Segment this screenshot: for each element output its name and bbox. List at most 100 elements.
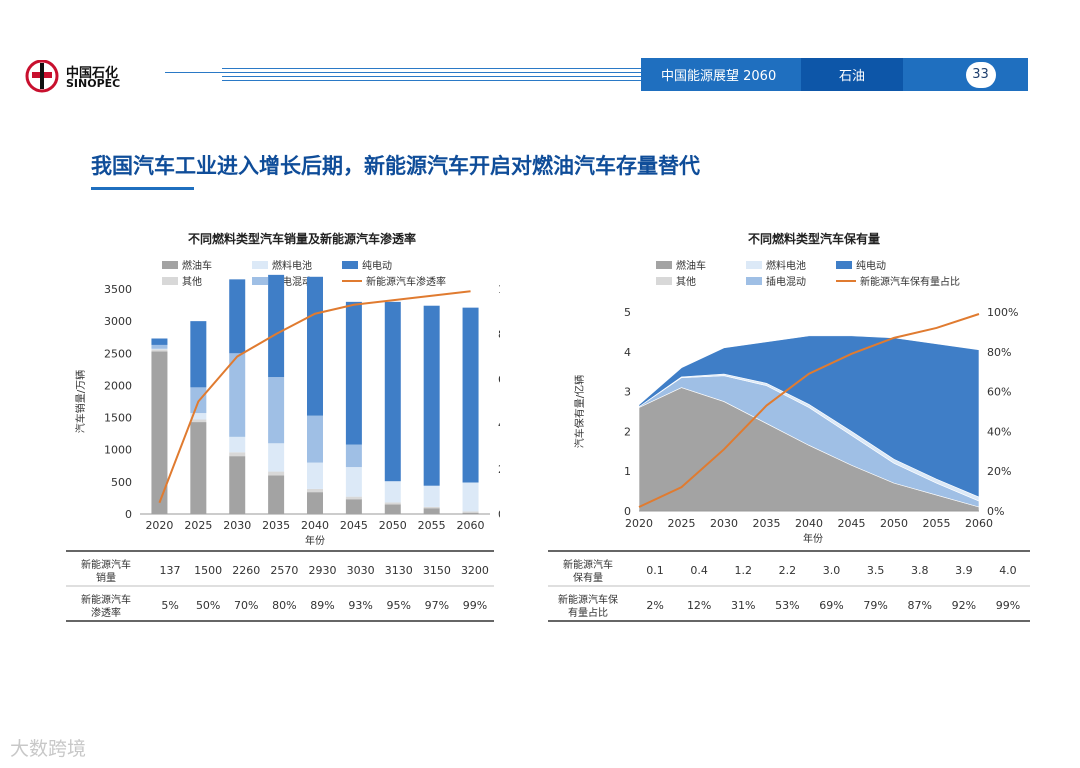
table-cell: 5% <box>161 599 178 612</box>
legend-label: 燃油车 <box>182 259 212 272</box>
y2-tick-label: 80% <box>987 346 1011 359</box>
y-tick-label: 1500 <box>104 412 132 425</box>
legend-label: 插电混动 <box>766 275 806 288</box>
bar-燃油车 <box>345 499 362 514</box>
table-cell: 3.8 <box>911 564 929 577</box>
bar-燃料电池 <box>229 436 246 453</box>
table-cell: 80% <box>272 599 296 612</box>
x-tick-label: 2055 <box>923 517 951 530</box>
x-tick-label: 2055 <box>418 519 446 532</box>
y2-tick-label: 40% <box>498 418 500 431</box>
y-tick-label: 4 <box>624 346 631 359</box>
bar-纯电动 <box>345 301 362 445</box>
legend-swatch <box>252 261 268 269</box>
legend-swatch <box>162 261 178 269</box>
x-tick-label: 2025 <box>184 519 212 532</box>
x-axis-title: 年份 <box>803 532 823 545</box>
y2-tick-label: 100% <box>987 306 1018 319</box>
section-tab[interactable]: 石油 <box>801 58 903 91</box>
table-cell: 93% <box>348 599 372 612</box>
y-axis-title: 汽车保有量/亿辆 <box>573 375 586 448</box>
y-tick-label: 0 <box>624 505 631 518</box>
chart-title: 不同燃料类型汽车销量及新能源汽车渗透率 <box>188 231 416 246</box>
y2-tick-label: 60% <box>498 373 500 386</box>
legend-swatch <box>162 277 178 285</box>
penetration-line <box>158 290 471 504</box>
table-row-label: 销量 <box>96 571 116 584</box>
line-series <box>638 313 980 508</box>
title-underline <box>91 187 194 190</box>
report-title-label: 中国能源展望 2060 <box>661 69 777 84</box>
table-row-label: 新能源汽车保 <box>558 593 618 606</box>
table-cell: 2.2 <box>779 564 797 577</box>
table-cell: 95% <box>386 599 410 612</box>
x-tick-label: 2025 <box>668 517 696 530</box>
header-rule <box>222 68 641 69</box>
table-cell: 87% <box>907 599 931 612</box>
table-row-label: 新能源汽车 <box>81 593 131 606</box>
y-tick-label: 2500 <box>104 347 132 360</box>
table-cell: 2% <box>646 599 663 612</box>
bar-纯电动 <box>423 305 440 486</box>
table-cell: 3.0 <box>823 564 841 577</box>
x-tick-label: 2035 <box>262 519 290 532</box>
bar-燃料电池 <box>190 413 207 420</box>
x-tick-label: 2060 <box>457 519 485 532</box>
header-rule <box>222 76 641 77</box>
table-cell: 3.9 <box>955 564 973 577</box>
legend-label: 新能源汽车保有量占比 <box>860 275 960 288</box>
y-tick-label: 3 <box>624 386 631 399</box>
bar-纯电动 <box>307 276 323 416</box>
page-number-badge: 33 <box>965 61 996 88</box>
table-cell: 89% <box>310 599 334 612</box>
legend-label: 燃油车 <box>676 259 706 272</box>
chart-axes: 汽车保有量/亿辆 0 1 2 3 4 5 0% 20% 40% 60% 80% 100% 2020 2025… <box>573 306 1018 545</box>
y-axis-title: 汽车销量/万辆 <box>74 370 87 433</box>
data-table: 新能源汽车保有量 0.1 0.4 1.2 2.2 3.0 3.5 3.8 3.9 4.0 新能源汽车… <box>548 550 1030 622</box>
bar-插电混动 <box>229 353 246 437</box>
bar-燃油车 <box>384 504 401 514</box>
table-row-label: 保有量 <box>573 571 603 584</box>
report-title-tab[interactable]: 中国能源展望 2060 <box>641 58 801 91</box>
y2-tick-label: 40% <box>987 425 1011 438</box>
table-cell: 3130 <box>385 564 413 577</box>
y-tick-label: 1 <box>624 465 631 478</box>
table-cell: 99% <box>463 599 487 612</box>
bar-燃油车 <box>268 475 285 514</box>
legend-label: 燃料电池 <box>766 259 806 272</box>
table-row-label: 渗透率 <box>91 606 121 619</box>
y2-tick-label: 80% <box>498 328 500 341</box>
bar-纯电动 <box>462 307 479 483</box>
x-tick-label: 2045 <box>340 519 368 532</box>
table-cell: 53% <box>775 599 799 612</box>
bar-燃油车 <box>151 351 168 514</box>
x-tick-label: 2040 <box>795 517 823 530</box>
y2-tick-label: 60% <box>987 386 1011 399</box>
y-tick-label: 2000 <box>104 379 132 392</box>
bar-其他 <box>462 511 479 513</box>
legend-label: 其他 <box>182 275 202 288</box>
x-tick-label: 2060 <box>965 517 993 530</box>
share-line <box>638 313 980 508</box>
legend-swatch <box>656 261 672 269</box>
bar-插电混动 <box>307 415 323 463</box>
bar-插电混动 <box>268 377 285 444</box>
table-cell: 2260 <box>232 564 260 577</box>
table-cell: 0.4 <box>690 564 708 577</box>
x-tick-label: 2020 <box>625 517 653 530</box>
legend-swatch <box>252 277 268 285</box>
bar-其他 <box>345 496 362 500</box>
table-cell: 3030 <box>347 564 375 577</box>
bar-燃料电池 <box>423 485 440 507</box>
y-tick-label: 3000 <box>104 315 132 328</box>
legend-label: 其他 <box>676 275 696 288</box>
x-tick-label: 2020 <box>145 519 173 532</box>
table-cell: 2930 <box>309 564 337 577</box>
watermark: 大数跨境 <box>10 738 87 760</box>
bar-其他 <box>268 471 285 476</box>
x-tick-label: 2030 <box>223 519 251 532</box>
